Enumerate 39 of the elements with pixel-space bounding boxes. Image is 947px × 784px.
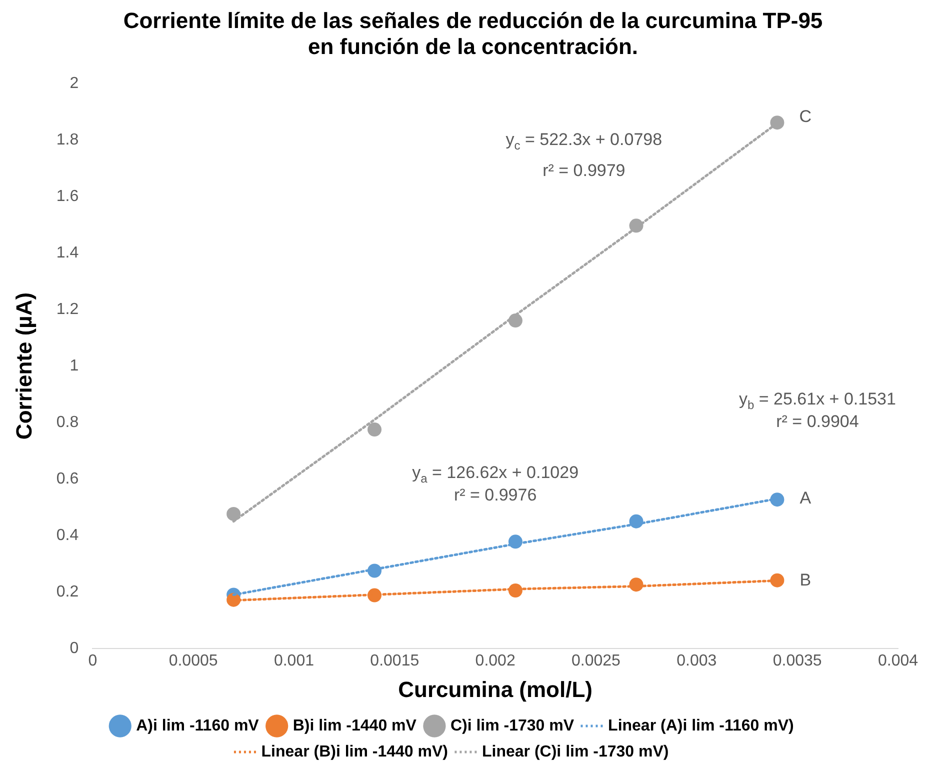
x-tick-label: 0.001 — [274, 652, 314, 670]
legend-label: B)i lim -1440 mV — [292, 717, 417, 734]
y-tick-label: 1.8 — [56, 131, 79, 148]
y-tick-label: 0.6 — [56, 470, 79, 488]
annotation: C — [799, 107, 812, 126]
y-tick-label: 0.8 — [56, 414, 79, 431]
point — [368, 422, 382, 437]
legend-label: A)i lim -1160 mV — [136, 717, 260, 734]
x-axis-title: Curcumina (mol/L) — [398, 676, 592, 702]
annotation: r² = 0.9979 — [542, 160, 626, 180]
x-tick-label: 0 — [88, 652, 98, 670]
chart-title: Corriente límite de las señales de reducción de la curcumina TP-95 en función de la concentración. — [122, 8, 824, 60]
y-tick-label: 2 — [70, 75, 79, 92]
annotation: B — [800, 570, 812, 590]
y-tick-label: 0.2 — [56, 583, 79, 600]
point — [770, 116, 784, 130]
x-tick-label: 0.0015 — [370, 652, 420, 670]
legend-label: C)i lim -1730 mV — [450, 717, 574, 734]
annotation: r² = 0.9976 — [454, 486, 537, 505]
y-tick-label: 0 — [70, 640, 79, 657]
annotation: A — [800, 488, 812, 508]
x-tick-label: 0.0035 — [772, 652, 822, 670]
legend-label: Linear (A)i lim -1160 mV) — [608, 717, 794, 734]
x-tick-label: 0.0005 — [168, 652, 218, 670]
point — [770, 573, 784, 588]
annotation: r² = 0.9904 — [776, 412, 859, 432]
y-tick-label: 1.2 — [56, 300, 79, 318]
legend-label: Linear (C)i lim -1730 mV) — [482, 743, 669, 760]
y-tick-label: 0.4 — [56, 526, 79, 544]
y-tick-label: 1 — [70, 357, 79, 374]
x-tick-label: 0.003 — [676, 652, 717, 670]
y-tick-label: 1.6 — [56, 188, 79, 205]
point — [226, 506, 241, 521]
x-tick-label: 0.004 — [878, 652, 918, 670]
x-tick-label: 0.0025 — [572, 652, 621, 670]
y-tick-label: 1.4 — [56, 244, 79, 262]
y-axis-title: Corriente (µA) — [11, 292, 36, 440]
legend-label: Linear (B)i lim -1440 mV) — [261, 743, 448, 760]
x-tick-label: 0.002 — [475, 652, 516, 670]
